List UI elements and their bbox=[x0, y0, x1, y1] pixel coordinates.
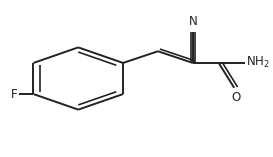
Text: F: F bbox=[11, 88, 17, 101]
Text: N: N bbox=[188, 15, 197, 28]
Text: O: O bbox=[231, 91, 240, 104]
Text: NH$_2$: NH$_2$ bbox=[246, 55, 270, 70]
